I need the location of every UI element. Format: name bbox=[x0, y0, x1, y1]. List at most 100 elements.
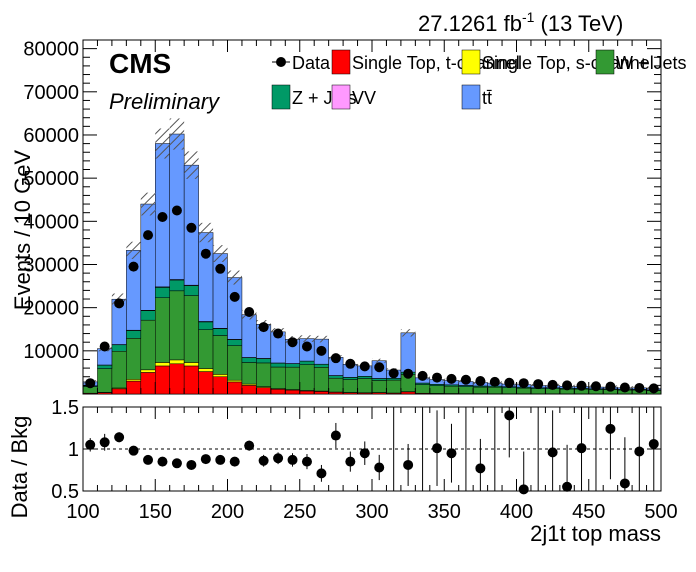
ratio-point bbox=[99, 437, 110, 448]
bar bbox=[299, 360, 315, 365]
bar bbox=[198, 321, 214, 330]
bar bbox=[285, 389, 300, 394]
bar bbox=[241, 362, 257, 385]
bar bbox=[198, 371, 214, 394]
x-tick-label: 450 bbox=[572, 501, 605, 523]
ratio-y-tick-label: 0.5 bbox=[51, 481, 79, 503]
uncertainty-bar bbox=[299, 335, 315, 342]
bar bbox=[126, 380, 142, 394]
uncertainty-bar bbox=[213, 245, 228, 262]
ratio-point bbox=[605, 423, 616, 434]
ratio-point bbox=[215, 454, 226, 465]
bar bbox=[212, 328, 228, 336]
stacked-histograms bbox=[83, 133, 661, 394]
main-axes: 10000 20000 30000 40000 50000 60000 70000 80000… bbox=[23, 39, 677, 523]
ratio-point bbox=[432, 443, 443, 454]
ratio-point bbox=[128, 445, 139, 456]
data-point bbox=[359, 361, 370, 372]
data-point bbox=[504, 377, 515, 388]
legend-swatch bbox=[331, 49, 351, 75]
legend-label: W + Jets bbox=[616, 53, 687, 73]
x-axis-label: 2j1t top mass bbox=[530, 521, 661, 546]
lumi-label: 27.1261 fb-1 (13 TeV) bbox=[418, 9, 623, 36]
uncertainty-bar bbox=[184, 151, 199, 179]
legend-label: tt̄ bbox=[482, 88, 492, 108]
bar bbox=[212, 376, 228, 394]
bar bbox=[270, 389, 286, 394]
bar bbox=[241, 385, 257, 394]
uncertainty-bar bbox=[169, 118, 185, 150]
y-tick-label: 80000 bbox=[23, 39, 79, 61]
data-points bbox=[85, 205, 659, 394]
ratio-y-tick-label: 1.5 bbox=[51, 397, 79, 419]
data-point bbox=[258, 322, 269, 333]
bar bbox=[227, 381, 243, 394]
bar bbox=[313, 391, 329, 394]
y-tick-label: 70000 bbox=[23, 82, 79, 104]
bar bbox=[111, 344, 127, 352]
data-point bbox=[403, 368, 414, 379]
ratio-point bbox=[634, 446, 645, 457]
data-point bbox=[200, 248, 211, 259]
bar bbox=[328, 375, 344, 379]
bar bbox=[126, 338, 142, 380]
ratio-point bbox=[143, 454, 154, 465]
bar bbox=[97, 364, 113, 369]
bar bbox=[155, 365, 170, 394]
bar bbox=[169, 363, 185, 394]
legend-swatch bbox=[331, 84, 351, 110]
bar bbox=[155, 362, 170, 367]
ratio-y-tick-label: 1 bbox=[68, 439, 79, 461]
bar bbox=[530, 388, 546, 394]
bar bbox=[227, 345, 243, 381]
data-point bbox=[128, 261, 139, 272]
data-point bbox=[330, 353, 341, 364]
experiment-label: CMS bbox=[109, 48, 171, 79]
bar bbox=[328, 377, 344, 393]
bar bbox=[371, 378, 387, 381]
legend-entry: tt̄ bbox=[461, 84, 492, 110]
bar bbox=[313, 364, 329, 368]
ratio-point bbox=[562, 481, 573, 492]
data-point bbox=[157, 212, 168, 222]
bar bbox=[313, 367, 329, 392]
data-point bbox=[518, 378, 529, 389]
data-point bbox=[576, 380, 587, 391]
bar bbox=[169, 359, 185, 365]
bar bbox=[183, 365, 199, 394]
ratio-point bbox=[186, 459, 197, 470]
bar bbox=[270, 362, 286, 368]
ratio-point bbox=[244, 440, 255, 451]
data-point bbox=[489, 376, 500, 387]
data-point bbox=[619, 382, 630, 393]
data-point bbox=[417, 370, 428, 381]
uncertainty-bar bbox=[314, 335, 329, 343]
uncertainty-bar bbox=[372, 358, 387, 363]
bar bbox=[111, 388, 127, 394]
ratio-point bbox=[316, 468, 327, 479]
status-label: Preliminary bbox=[109, 89, 221, 114]
bar bbox=[169, 290, 185, 361]
data-point bbox=[215, 263, 226, 274]
ratio-point bbox=[200, 454, 211, 465]
bar bbox=[386, 379, 402, 394]
data-point bbox=[590, 381, 601, 392]
data-point bbox=[547, 379, 558, 390]
bar bbox=[126, 379, 142, 382]
ratio-point bbox=[85, 439, 96, 450]
bar bbox=[241, 357, 257, 363]
data-point bbox=[244, 306, 255, 317]
data-point bbox=[301, 341, 312, 352]
x-tick-label: 400 bbox=[500, 501, 533, 523]
bar bbox=[501, 387, 517, 394]
uncertainty-bar bbox=[140, 192, 156, 216]
series-0 bbox=[83, 363, 661, 394]
bar bbox=[299, 364, 315, 391]
bar bbox=[140, 369, 156, 373]
bar bbox=[212, 335, 228, 375]
y-tick-label: 50000 bbox=[23, 168, 79, 190]
x-tick-label: 200 bbox=[211, 501, 244, 523]
ratio-point bbox=[114, 432, 125, 443]
data-point bbox=[562, 380, 573, 391]
